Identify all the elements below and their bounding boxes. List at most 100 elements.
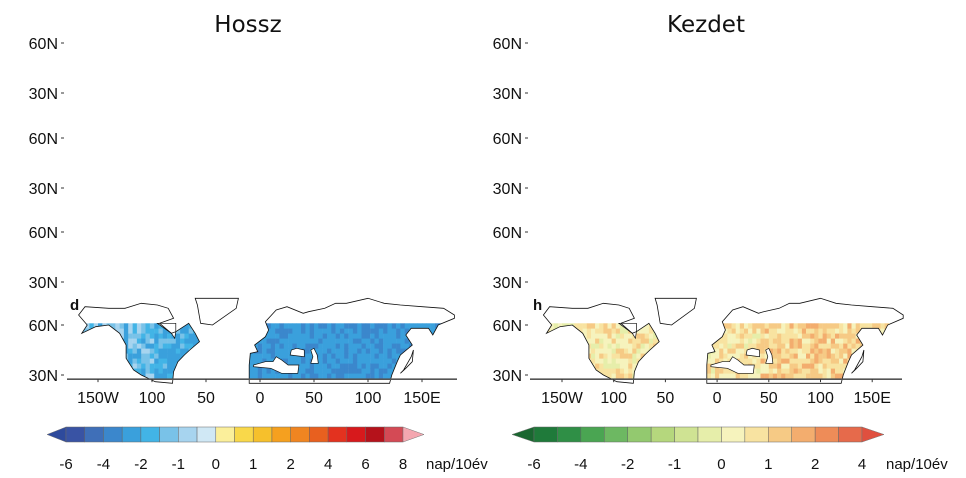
grid-cell	[197, 328, 202, 333]
grid-cell	[189, 363, 194, 368]
grid-cell	[124, 363, 129, 368]
grid-cell	[370, 358, 375, 363]
grid-cell	[197, 358, 202, 363]
grid-cell	[189, 353, 194, 358]
lon-label: 150W	[77, 390, 120, 407]
grid-cell	[379, 363, 384, 368]
grid-cell	[107, 373, 112, 378]
grid-cell	[383, 343, 388, 348]
lon-label: 100	[355, 390, 382, 407]
grid-cell	[422, 358, 427, 363]
grid-cell	[448, 373, 453, 378]
grid-cell	[171, 353, 176, 358]
grid-cell	[439, 343, 444, 348]
grid-cell	[331, 338, 336, 343]
grid-cell	[111, 358, 116, 363]
grid-cell	[301, 328, 306, 333]
grid-cell	[426, 343, 431, 348]
grid-cell	[327, 333, 332, 338]
grid-cell	[387, 358, 392, 363]
lat-label: 60N	[29, 36, 58, 53]
grid-cell	[271, 348, 276, 353]
grid-cell	[448, 343, 453, 348]
grid-cell	[452, 358, 457, 363]
grid-cell	[323, 348, 328, 353]
grid-cell	[340, 373, 345, 378]
grid-cell	[76, 363, 81, 368]
grid-cell	[184, 338, 189, 343]
grid-cell	[94, 333, 99, 338]
grid-cell	[400, 328, 405, 333]
grid-cell	[210, 333, 215, 338]
grid-cell	[370, 353, 375, 358]
grid-cell	[202, 338, 207, 343]
grid-cell	[392, 358, 397, 363]
grid-cell	[81, 323, 86, 328]
grid-cell	[180, 368, 185, 373]
grid-cell	[387, 338, 392, 343]
grid-cell	[107, 338, 112, 343]
grid-cell	[249, 328, 254, 333]
grid-cell	[85, 348, 90, 353]
grid-cell	[336, 333, 341, 338]
grid-cell	[163, 338, 168, 343]
grid-cell	[405, 323, 410, 328]
grid-cell	[426, 363, 431, 368]
grid-cell	[176, 343, 181, 348]
grid-cell	[344, 323, 349, 328]
grid-cell	[215, 368, 220, 373]
grid-cell	[387, 368, 392, 373]
grid-cell	[323, 338, 328, 343]
grid-cell	[357, 343, 362, 348]
grid-cell	[189, 358, 194, 363]
grid-cell	[98, 353, 103, 358]
grid-cell	[387, 348, 392, 353]
grid-cell	[439, 358, 444, 363]
grid-cell	[336, 328, 341, 333]
lat-label: 30N	[29, 368, 58, 385]
grid-cell	[331, 373, 336, 378]
grid-cell	[180, 348, 185, 353]
grid-cell	[336, 338, 341, 343]
grid-cell	[422, 368, 427, 373]
grid-cell	[98, 358, 103, 363]
grid-cell	[370, 323, 375, 328]
grid-cell	[254, 328, 259, 333]
grid-cell	[366, 353, 371, 358]
grid-cell	[206, 348, 211, 353]
grid-cell	[159, 343, 164, 348]
grid-cell	[120, 343, 125, 348]
grid-cell	[426, 323, 431, 328]
grid-cell	[258, 343, 263, 348]
grid-cell	[383, 373, 388, 378]
grid-cell	[331, 363, 336, 368]
grid-cell	[353, 358, 358, 363]
grid-cell	[284, 348, 289, 353]
grid-cell	[267, 373, 272, 378]
grid-cell	[146, 358, 151, 363]
grid-cell	[318, 368, 323, 373]
grid-cell	[150, 358, 155, 363]
panel-label: d	[70, 297, 79, 314]
grid-cell	[375, 348, 380, 353]
grid-cell	[305, 343, 310, 348]
grid-cell	[379, 358, 384, 363]
grid-cell	[279, 323, 284, 328]
grid-cell	[102, 363, 107, 368]
grid-cell	[366, 373, 371, 378]
grid-cell	[344, 368, 349, 373]
grid-cell	[375, 328, 380, 333]
grid-cell	[249, 363, 254, 368]
grid-cell	[128, 323, 133, 328]
grid-cell	[202, 363, 207, 368]
grid-cell	[362, 363, 367, 368]
grid-cell	[379, 328, 384, 333]
grid-cell	[375, 333, 380, 338]
grid-cell	[392, 333, 397, 338]
grid-cell	[431, 323, 436, 328]
grid-cell	[176, 333, 181, 338]
grid-cell	[362, 333, 367, 338]
grid-cell	[275, 323, 280, 328]
grid-cell	[314, 363, 319, 368]
grid-cell	[310, 363, 315, 368]
